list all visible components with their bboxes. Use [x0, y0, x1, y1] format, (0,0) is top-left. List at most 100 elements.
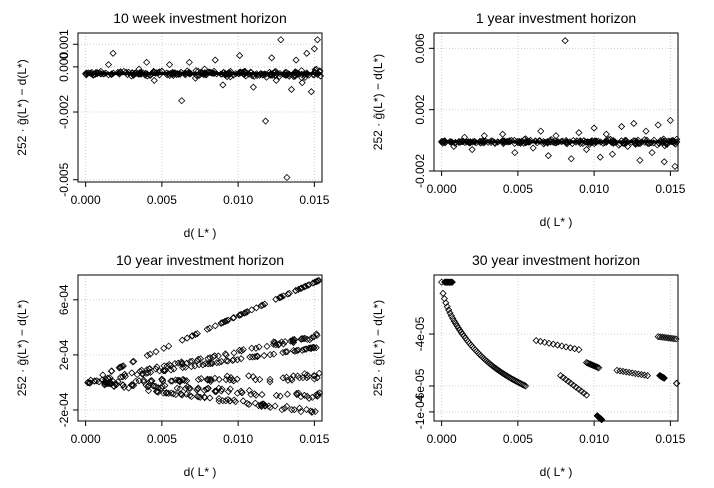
data-point: [449, 314, 457, 323]
data-point: [168, 69, 177, 77]
data-point: [226, 385, 234, 393]
data-point: [196, 355, 205, 363]
chart-title: 1 year investment horizon: [476, 10, 636, 26]
data-point: [447, 312, 455, 320]
y-tick-label: 0.002: [413, 94, 427, 124]
data-point: [95, 378, 103, 386]
data-point: [160, 367, 168, 375]
data-point: [566, 344, 574, 352]
data-point: [301, 282, 310, 290]
data-point: [104, 380, 112, 388]
data-point: [193, 330, 201, 338]
data-point: [452, 319, 460, 328]
data-point: [241, 68, 249, 76]
data-point: [297, 393, 305, 401]
x-tick-label: 0.015: [299, 432, 329, 446]
data-point: [144, 382, 153, 390]
data-point: [537, 127, 545, 135]
data-point: [618, 122, 626, 131]
data-point: [130, 381, 138, 390]
data-point: [622, 136, 630, 145]
panel-30-year: 0.000 0.005 0.010 0.015 -1e-04-6e-05 -4e-05 30…: [371, 252, 686, 479]
data-point: [313, 36, 321, 44]
data-point: [222, 397, 230, 405]
y-axis-label: 252 · ĝ(L*) − d(L*): [371, 54, 385, 150]
data-point: [177, 390, 185, 398]
data-point: [284, 290, 292, 298]
y-tick-label: 0.006: [413, 33, 427, 63]
x-tick-label: 0.000: [71, 193, 101, 207]
data-point: [306, 407, 315, 415]
data-point: [226, 376, 234, 384]
x-tick-label: 0.000: [71, 432, 101, 446]
data-point: [204, 385, 212, 393]
data-point: [306, 336, 314, 344]
data-point: [544, 152, 552, 160]
data-point: [149, 382, 157, 390]
data-point: [447, 278, 455, 286]
data-point: [529, 144, 537, 152]
data-point: [558, 342, 566, 350]
data-point: [596, 153, 604, 161]
data-point: [212, 388, 220, 396]
x-axis-label: d( L* ): [540, 465, 573, 479]
data-point: [236, 52, 244, 60]
data-point: [552, 132, 560, 140]
data-point: [292, 287, 300, 295]
data-point: [580, 137, 588, 145]
data-point: [602, 130, 610, 138]
data-point: [224, 357, 232, 365]
data-point: [194, 355, 202, 363]
data-point: [653, 141, 661, 149]
data-point: [221, 350, 229, 358]
data-point: [305, 394, 313, 402]
y-axis-label: 252 · ĝ(L*) − d(L*): [15, 300, 29, 396]
data-point: [457, 328, 465, 336]
data-point: [191, 74, 199, 82]
scatter-points: [84, 276, 324, 416]
data-point: [312, 344, 320, 352]
data-point: [248, 306, 256, 314]
data-point: [125, 384, 133, 392]
data-point: [261, 300, 269, 308]
data-point: [287, 375, 295, 383]
data-point: [307, 88, 315, 96]
x-tick-label: 0.015: [655, 432, 685, 446]
data-point: [182, 390, 191, 398]
data-point: [120, 383, 128, 391]
data-point: [128, 381, 136, 389]
data-point: [446, 309, 454, 317]
data-point: [288, 406, 296, 414]
x-tick-label: 0.005: [147, 193, 177, 207]
data-point: [233, 375, 241, 383]
x-tick-label: 0.000: [427, 432, 457, 446]
data-point: [218, 319, 226, 327]
chart-title: 10 year investment horizon: [116, 252, 284, 268]
data-point: [442, 299, 450, 307]
data-point: [480, 132, 488, 140]
plot-frame: [77, 32, 323, 183]
data-point: [150, 68, 158, 77]
data-point: [119, 373, 127, 381]
data-point: [215, 358, 223, 367]
data-point: [160, 389, 168, 397]
data-point: [454, 324, 462, 332]
data-point: [150, 76, 158, 84]
data-point: [85, 379, 93, 387]
data-point: [224, 316, 232, 324]
data-point: [248, 344, 256, 352]
panel-10-year: 0.000 0.005 0.010 0.015 -2e-04 2e-04 6e-04 10 y…: [15, 252, 330, 479]
data-point: [106, 380, 114, 388]
y-tick-label: -1e-04: [413, 394, 427, 429]
data-point: [172, 390, 180, 399]
data-point: [207, 69, 216, 77]
data-point: [211, 374, 219, 382]
data-point: [450, 142, 458, 151]
y-tick-label: -6e-05: [413, 368, 427, 403]
data-point: [165, 342, 173, 350]
data-point: [202, 385, 211, 393]
data-point: [219, 318, 227, 326]
data-point: [256, 375, 264, 384]
data-point: [290, 336, 298, 344]
data-point: [630, 119, 638, 128]
